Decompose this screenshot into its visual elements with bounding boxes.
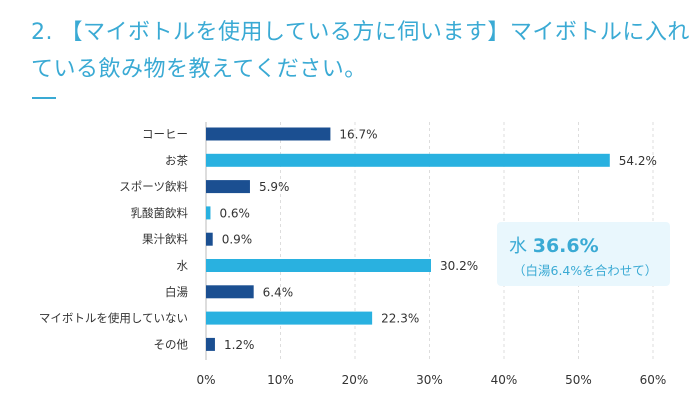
- bar: [206, 311, 373, 325]
- bar: [206, 337, 215, 351]
- x-tick-label: 10%: [267, 373, 294, 387]
- x-tick-label: 40%: [491, 373, 518, 387]
- x-tick-label: 20%: [342, 373, 369, 387]
- x-tick-label: 30%: [416, 373, 443, 387]
- data-label: 0.6%: [219, 206, 250, 220]
- callout-label: 水: [509, 236, 527, 257]
- data-label: 0.9%: [222, 233, 253, 247]
- data-label: 6.4%: [263, 285, 294, 299]
- x-tick-label: 60%: [640, 373, 667, 387]
- data-label: 30.2%: [440, 259, 478, 273]
- category-label: 水: [177, 259, 189, 273]
- category-label: お茶: [165, 153, 188, 167]
- bar: [206, 153, 610, 167]
- data-label: 22.3%: [381, 312, 419, 326]
- category-label: コーヒー: [142, 127, 188, 141]
- data-label: 16.7%: [339, 128, 377, 142]
- title-underline: [32, 97, 56, 99]
- callout-box: 水 36.6% （白湯6.4%を合わせて）: [497, 222, 670, 286]
- category-label: 乳酸菌飲料: [131, 206, 189, 220]
- bar: [206, 285, 254, 299]
- callout-main: 水 36.6%: [509, 232, 599, 258]
- bar: [206, 127, 331, 141]
- category-label: 白湯: [165, 285, 188, 299]
- callout-sub: （白湯6.4%を合わせて）: [513, 263, 658, 278]
- category-label: その他: [154, 337, 189, 351]
- data-label: 1.2%: [224, 338, 255, 352]
- bar: [206, 206, 211, 220]
- category-label: 果汁飲料: [142, 232, 188, 246]
- bar: [206, 259, 431, 272]
- x-tick-label: 0%: [196, 373, 215, 387]
- bar: [206, 180, 250, 194]
- bar: [206, 232, 213, 246]
- question-title: 2. 【マイボトルを使用している方に伺います】マイボトルに入れている飲み物を教え…: [31, 20, 690, 82]
- callout-value: 36.6%: [532, 235, 599, 257]
- data-label: 5.9%: [259, 180, 290, 194]
- data-label: 54.2%: [619, 154, 657, 168]
- category-label: マイボトルを使用していない: [39, 311, 188, 325]
- category-label: スポーツ飲料: [119, 180, 188, 194]
- x-tick-label: 50%: [565, 373, 592, 387]
